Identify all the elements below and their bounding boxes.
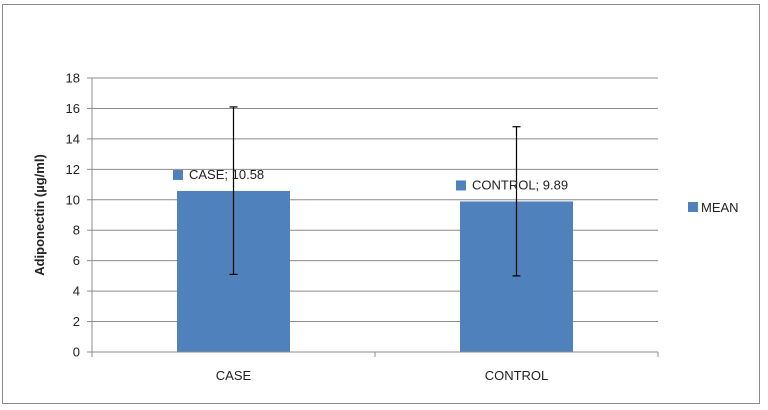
error-bars xyxy=(229,106,521,277)
data-label-swatch xyxy=(456,180,466,191)
y-tick-label: 8 xyxy=(73,223,80,238)
x-tick-label: CASE xyxy=(216,368,252,383)
legend-label: MEAN xyxy=(701,200,739,215)
x-tick-label: CONTROL xyxy=(485,368,549,383)
y-axis-title: Adiponectin (µg/ml) xyxy=(32,154,47,276)
data-label: CONTROL; 9.89 xyxy=(472,177,568,192)
legend-swatch xyxy=(688,202,698,212)
y-tick-label: 2 xyxy=(73,314,80,329)
data-labels: CASE; 10.58 CONTROL; 9.89 xyxy=(173,167,568,192)
chart-area xyxy=(2,4,760,404)
legend: MEAN xyxy=(688,200,739,215)
y-tick-label: 6 xyxy=(73,253,80,268)
y-tick-label: 14 xyxy=(66,131,80,146)
bars xyxy=(177,190,573,352)
y-tick-label: 4 xyxy=(73,284,80,299)
data-label: CASE; 10.58 xyxy=(189,167,264,182)
data-label-swatch xyxy=(173,169,183,180)
y-axis-ticks: 0 2 4 6 8 10 12 14 16 18 xyxy=(66,71,80,360)
y-tick-label: 18 xyxy=(66,71,80,86)
y-tick-label: 10 xyxy=(66,192,80,207)
x-axis-ticks: CASE CONTROL xyxy=(91,352,659,383)
y-tick-label: 12 xyxy=(66,162,80,177)
y-tick-label: 0 xyxy=(73,345,80,360)
y-tick-label: 16 xyxy=(66,101,80,116)
